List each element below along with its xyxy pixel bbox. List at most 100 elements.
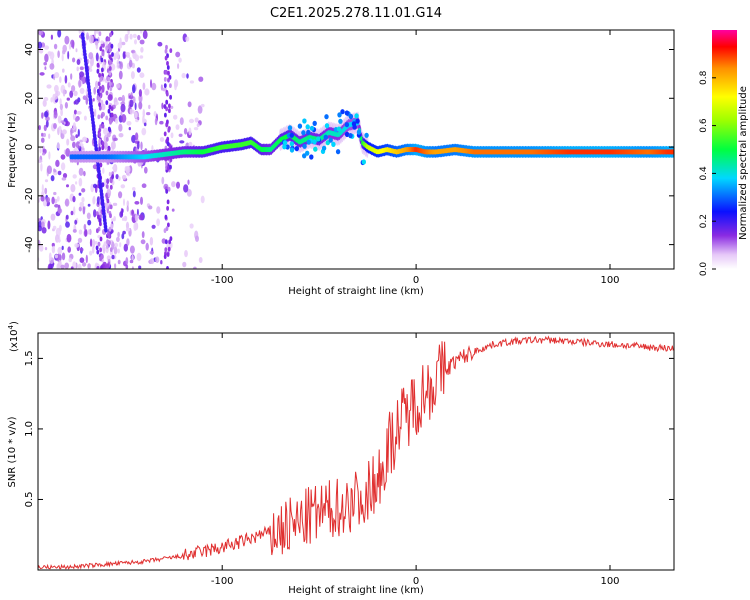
noise-speckle (112, 166, 116, 170)
noise-speckle (79, 139, 83, 143)
noise-band (164, 69, 168, 75)
noise-speckle (161, 238, 166, 244)
noise-speckle (62, 173, 68, 179)
noise-speckle (106, 178, 110, 185)
noise-speckle (125, 264, 129, 269)
noise-band (163, 254, 167, 259)
noise-speckle (126, 238, 130, 246)
noise-speckle (157, 41, 163, 47)
noise-speckle (88, 52, 94, 60)
ridge-blob (282, 140, 288, 146)
noise-band (109, 59, 112, 65)
noise-speckle (72, 141, 76, 148)
noise-speckle (78, 79, 82, 88)
noise-band (165, 226, 169, 232)
noise-speckle (126, 121, 132, 126)
noise-band (107, 43, 111, 49)
noise-band (166, 61, 169, 66)
noise-speckle (142, 108, 146, 118)
noise-speckle (57, 207, 62, 214)
y-tick-label: 0 (24, 144, 35, 150)
ridge-blob (356, 129, 362, 135)
noise-speckle (64, 262, 69, 269)
noise-speckle (51, 242, 55, 248)
noise-speckle (141, 127, 147, 136)
noise-speckle (200, 195, 205, 204)
noise-speckle (96, 266, 100, 269)
noise-speckle (48, 151, 51, 160)
noise-speckle (183, 184, 189, 193)
noise-speckle (78, 229, 83, 235)
noise-speckle (159, 137, 165, 142)
snr-frame (37, 332, 675, 571)
noise-speckle (121, 41, 126, 46)
noise-speckle (61, 252, 66, 261)
noise-speckle (117, 231, 120, 238)
ridge-blob (323, 134, 328, 140)
noise-speckle (74, 243, 80, 248)
noise-speckle (75, 134, 79, 139)
ridge-blob (331, 141, 336, 147)
noise-speckle (72, 57, 76, 63)
noise-speckle (83, 223, 87, 231)
noise-band (166, 136, 170, 142)
noise-speckle (115, 174, 119, 180)
ridge-blob (361, 159, 366, 165)
noise-speckle (149, 258, 155, 265)
noise-speckle (94, 30, 96, 38)
noise-speckle (65, 214, 69, 220)
noise-speckle (118, 70, 123, 80)
noise-band (99, 247, 102, 253)
noise-speckle (43, 62, 47, 66)
noise-speckle (113, 137, 118, 141)
noise-speckle (92, 195, 96, 204)
noise-speckle (62, 89, 66, 97)
noise-speckle (85, 254, 88, 264)
noise-band (108, 47, 112, 53)
noise-band (109, 32, 112, 38)
noise-band (101, 51, 105, 57)
noise-speckle (136, 67, 141, 73)
noise-speckle (41, 221, 45, 229)
noise-speckle (155, 256, 160, 264)
noise-speckle (73, 90, 78, 97)
noise-band (101, 182, 105, 188)
noise-band (108, 66, 112, 71)
noise-speckle (53, 191, 57, 196)
noise-speckle (56, 263, 60, 269)
noise-speckle (95, 52, 99, 62)
noise-speckle (161, 176, 165, 185)
noise-speckle (138, 89, 142, 97)
noise-band (108, 54, 112, 60)
noise-speckle (70, 127, 73, 137)
ridge-blob (312, 120, 317, 126)
noise-speckle (49, 63, 55, 70)
noise-speckle (43, 97, 49, 102)
noise-speckle (136, 252, 142, 262)
noise-speckle (153, 111, 157, 117)
noise-speckle (139, 55, 144, 59)
noise-speckle (64, 75, 68, 84)
noise-speckle (50, 213, 56, 221)
noise-band (105, 90, 109, 96)
ridge-blob (351, 121, 357, 127)
noise-speckle (60, 264, 65, 269)
noise-speckle (129, 108, 133, 115)
noise-band (98, 31, 102, 37)
noise-band (96, 88, 100, 94)
noise-speckle (178, 57, 182, 63)
noise-band (109, 119, 112, 125)
noise-speckle (139, 39, 145, 45)
noise-band (111, 174, 114, 180)
noise-band (95, 245, 99, 251)
noise-band (166, 266, 169, 269)
noise-speckle (121, 233, 125, 240)
noise-speckle (113, 246, 118, 255)
noise-speckle (58, 125, 62, 132)
noise-speckle (51, 245, 56, 254)
ridge-blob (336, 126, 342, 132)
noise-band (107, 145, 111, 151)
noise-band (166, 206, 170, 211)
noise-speckle (76, 111, 82, 115)
noise-speckle (38, 218, 41, 222)
